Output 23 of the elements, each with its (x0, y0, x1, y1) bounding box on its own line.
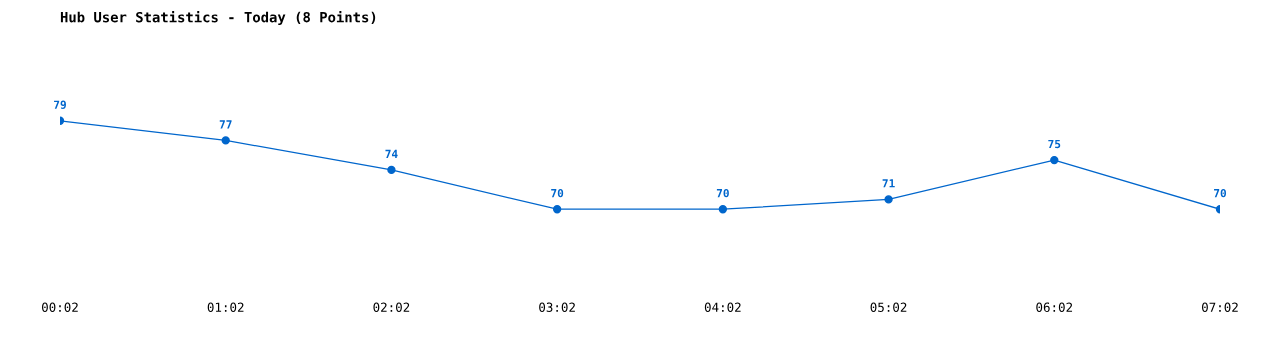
x-tick-label: 07:02 (1202, 302, 1238, 312)
point (884, 195, 893, 204)
x-tick-label: 06:02 (1036, 302, 1073, 312)
data-label: 77 (219, 120, 232, 129)
x-tick-label: 00:02 (42, 302, 78, 312)
data-label: 71 (882, 179, 895, 188)
point (1050, 155, 1059, 165)
x-tick-label: 03:02 (539, 302, 575, 312)
data-label: 70 (551, 188, 564, 198)
x-tick-label: 01:02 (207, 302, 244, 312)
chart-title: Hub User Statistics - Today (8 Points) (60, 10, 376, 26)
data-label: 70 (1214, 188, 1227, 198)
point (552, 205, 562, 214)
x-tick-label: 02:02 (373, 302, 410, 312)
x-tick-label: 05:02 (870, 302, 907, 312)
data-label: 70 (716, 188, 729, 198)
point (387, 165, 396, 175)
point (221, 136, 230, 145)
point (718, 205, 728, 214)
data-label: 75 (1048, 139, 1061, 149)
data-label: 79 (54, 100, 66, 109)
x-tick-label: 04:02 (704, 302, 741, 312)
data-label: 74 (385, 149, 398, 158)
